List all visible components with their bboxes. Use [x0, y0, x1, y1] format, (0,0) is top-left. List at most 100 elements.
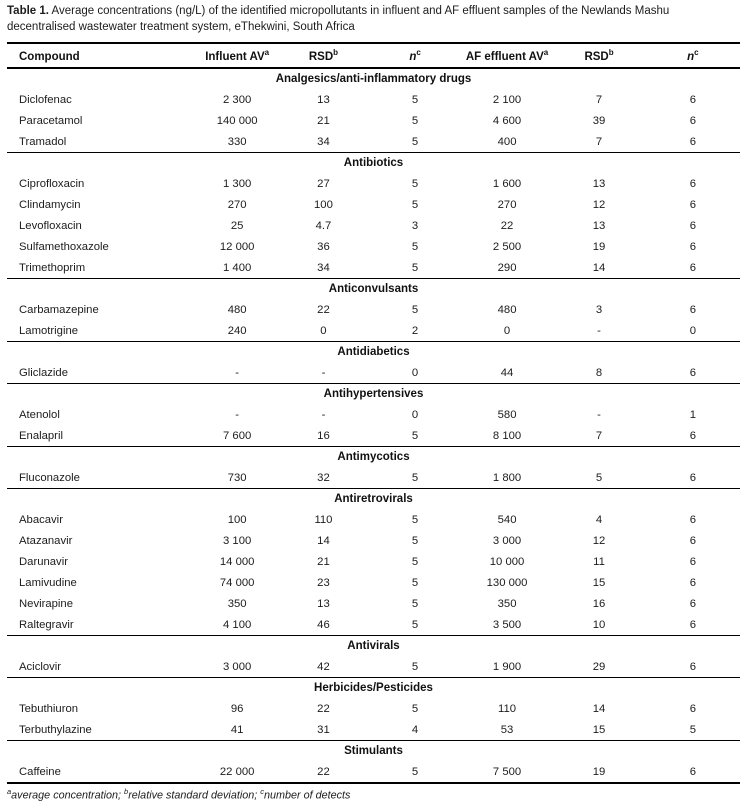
value-cell: 14 [592, 261, 606, 274]
col-header-n-effluent: nc [645, 43, 740, 69]
value-cell: 6 [689, 618, 697, 631]
value-cell: 480 [227, 303, 247, 316]
value-cell: 350 [227, 597, 247, 610]
value-cell: 5 [411, 618, 419, 631]
value-cell: 6 [689, 93, 697, 106]
value-cell: 580 [497, 408, 517, 421]
value-cell: 6 [689, 429, 697, 442]
value-cell: 5 [411, 765, 419, 778]
value-cell: 3 100 [223, 534, 252, 547]
value-cell: 6 [689, 114, 697, 127]
value-cell: 6 [689, 702, 697, 715]
compound-name: Fluconazole [19, 471, 80, 484]
compound-name: Trimethoprim [19, 261, 86, 274]
footnote-number-of-detects: number of detects [263, 789, 351, 802]
compound-name: Lamotrigine [19, 324, 79, 337]
value-cell: 6 [689, 219, 697, 232]
compound-row: Sulfamethoxazole 12 000 36 5 2 500 19 6 [7, 236, 740, 257]
value-cell: 22 [317, 765, 330, 778]
compound-name: Tebuthiuron [19, 702, 79, 715]
value-cell: 1 800 [492, 471, 522, 484]
value-cell: 1 [689, 408, 697, 421]
section-row: Antihypertensives [7, 383, 740, 404]
value-cell: 7 [595, 429, 603, 442]
value-cell: 6 [689, 261, 697, 274]
value-cell: 23 [317, 576, 330, 589]
compound-row: Aciclovir 3 000 42 5 1 900 29 6 [7, 656, 740, 678]
value-cell: 5 [411, 513, 419, 526]
col-header-n-influent: nc [368, 43, 462, 69]
value-cell: 1 600 [492, 177, 522, 190]
section-title: Analgesics/anti-inflammatory drugs [7, 67, 740, 89]
value-cell: 110 [314, 513, 333, 526]
value-cell: 6 [689, 576, 697, 589]
value-cell: 22 [500, 219, 514, 232]
value-cell: 19 [592, 240, 606, 253]
footnote-relative-standard-deviation: relative standard deviation; [128, 789, 261, 802]
col-header-compound: Compound [7, 43, 196, 69]
value-cell: 6 [689, 366, 697, 379]
value-cell: 4 [411, 723, 419, 736]
compound-name: Ciprofloxacin [19, 177, 85, 190]
section-row: Antidiabetics [7, 341, 740, 362]
compound-row: Raltegravir 4 100 46 5 3 500 10 6 [7, 614, 740, 636]
value-cell: - [597, 408, 601, 421]
section-row: Antivirals [7, 635, 740, 656]
value-cell: 7 600 [223, 429, 252, 442]
table-caption-text: Average concentrations (ng/L) of the ide… [7, 5, 670, 33]
value-cell: 15 [592, 723, 606, 736]
value-cell: 0 [320, 324, 327, 337]
value-cell: 350 [497, 597, 517, 610]
compound-row: Tramadol 330 34 5 400 7 6 [7, 131, 740, 153]
value-cell: 5 [411, 660, 419, 673]
table-caption-label: Table 1. [7, 5, 49, 17]
value-cell: 31 [317, 723, 330, 736]
compound-row: Darunavir 14 000 21 5 10 000 11 6 [7, 551, 740, 572]
compound-row: Diclofenac 2 300 13 5 2 100 7 6 [7, 89, 740, 110]
section-title: Antimycotics [7, 446, 740, 467]
value-cell: 5 [411, 576, 419, 589]
section-title: Antidiabetics [7, 341, 740, 362]
value-cell: 22 [317, 702, 330, 715]
compound-row: Tebuthiuron 96 22 5 110 14 6 [7, 698, 740, 719]
value-cell: 5 [411, 555, 419, 568]
value-cell: 7 500 [492, 765, 522, 778]
value-cell: 21 [317, 114, 330, 127]
value-cell: 290 [497, 261, 517, 274]
compound-name: Nevirapine [19, 597, 74, 610]
value-cell: 2 500 [492, 240, 522, 253]
footnote-average-concentration: average concentration; [11, 789, 125, 802]
section-row: Anticonvulsants [7, 278, 740, 299]
value-cell: 5 [411, 177, 419, 190]
value-cell: 2 300 [223, 93, 252, 106]
compound-row: Carbamazepine 480 22 5 480 3 6 [7, 299, 740, 320]
value-cell: 730 [227, 471, 247, 484]
value-cell: 7 [595, 135, 603, 148]
value-cell: 13 [317, 597, 330, 610]
value-cell: 12 000 [219, 240, 255, 253]
value-cell: 6 [689, 513, 697, 526]
col-header-rsd-effluent: RSDb [552, 43, 646, 69]
value-cell: 96 [230, 702, 244, 715]
section-row: Herbicides/Pesticides [7, 677, 740, 698]
value-cell: - [235, 408, 240, 421]
value-cell: 4 600 [492, 114, 522, 127]
value-cell: 5 [689, 723, 697, 736]
compound-row: Enalapril 7 600 16 5 8 100 7 6 [7, 425, 740, 447]
value-cell: 44 [500, 366, 514, 379]
compound-row: Terbuthylazine 41 31 4 53 15 5 [7, 719, 740, 741]
value-cell: 22 [317, 303, 330, 316]
table-caption: Table 1. Average concentrations (ng/L) o… [7, 4, 740, 35]
section-row: Stimulants [7, 740, 740, 761]
value-cell: 6 [689, 303, 697, 316]
section-title: Anticonvulsants [7, 278, 740, 299]
value-cell: 6 [689, 555, 697, 568]
value-cell: 5 [411, 93, 419, 106]
compound-name: Enalapril [19, 429, 63, 442]
value-cell: 5 [411, 198, 419, 211]
value-cell: 39 [592, 114, 606, 127]
value-cell: 6 [689, 765, 697, 778]
value-cell: 400 [497, 135, 517, 148]
compound-name: Raltegravir [19, 618, 74, 631]
compound-row: Levofloxacin 25 4.7 3 22 13 6 [7, 215, 740, 236]
